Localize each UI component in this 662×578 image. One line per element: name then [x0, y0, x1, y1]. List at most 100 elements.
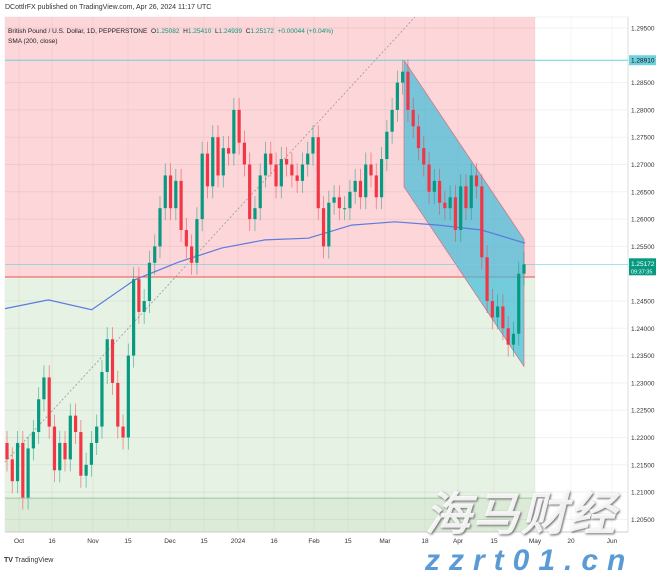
candle-body — [437, 180, 442, 203]
candle-body — [263, 153, 268, 176]
y-tick-label: 1.28500 — [631, 80, 655, 87]
candle — [395, 70, 399, 122]
candle — [374, 163, 378, 210]
candle — [216, 125, 220, 188]
candle — [279, 147, 283, 199]
candle — [5, 430, 9, 472]
candle — [190, 234, 194, 275]
x-tick-label: Jun — [607, 538, 618, 545]
candle — [490, 288, 494, 330]
resistance-label: 1.28910 — [631, 58, 655, 65]
candle-body — [401, 71, 405, 83]
candle — [211, 125, 215, 199]
low-label: L — [214, 28, 219, 35]
candle-body — [79, 432, 83, 476]
close-label: C — [245, 28, 251, 35]
candle — [427, 152, 431, 204]
candle-body — [353, 180, 357, 192]
candle — [332, 185, 336, 215]
candle-body — [153, 246, 157, 263]
candle-body — [15, 442, 20, 482]
candle — [522, 252, 526, 286]
candle — [411, 97, 415, 139]
candle — [274, 152, 278, 199]
candle-body — [411, 109, 415, 127]
candle-body — [316, 137, 320, 209]
candle-body — [174, 180, 178, 209]
candle — [321, 196, 326, 259]
candle-body — [337, 197, 341, 209]
candle — [474, 163, 479, 199]
candle-body — [485, 257, 489, 301]
candle-body — [496, 306, 500, 318]
candle — [200, 141, 204, 232]
candle-body — [390, 109, 394, 132]
candle-body — [184, 230, 188, 247]
chart-legend: British Pound / U.S. Dollar, 1D, PEPPERS… — [8, 27, 333, 47]
candle — [358, 168, 363, 210]
y-tick-label: 1.24500 — [631, 299, 655, 306]
candle — [110, 327, 115, 395]
x-tick-label: Oct — [14, 538, 24, 545]
candle — [21, 430, 25, 510]
open-label: O — [150, 28, 157, 35]
candle — [343, 196, 347, 221]
candle — [168, 163, 173, 221]
candle — [142, 288, 146, 324]
published-note: DCottlrFX published on TradingView.com, … — [5, 4, 212, 11]
candle-body — [358, 180, 363, 198]
candle-body — [216, 137, 220, 176]
sma-legend[interactable]: SMA (200, close) — [8, 38, 58, 45]
candle-body — [63, 442, 67, 460]
x-tick-label: Apr — [453, 538, 464, 545]
x-tick-label: 15 — [490, 538, 498, 545]
candle-body — [37, 399, 41, 433]
candle-body — [242, 142, 246, 165]
candle — [15, 430, 20, 494]
resistance-label-bg — [629, 55, 656, 66]
candle-body — [158, 208, 162, 247]
candle-body — [100, 371, 104, 427]
symbol-name: British Pound / U.S. Dollar, 1D, PEPPERS… — [8, 28, 148, 35]
candle-body — [332, 197, 336, 203]
x-tick-label: Dec — [164, 538, 176, 545]
candle-body — [522, 264, 526, 274]
candle — [205, 141, 210, 199]
candle — [10, 447, 14, 494]
candle-body — [343, 208, 347, 210]
candle — [311, 125, 315, 166]
open-value: 1.25082 — [156, 28, 180, 35]
candle-body — [469, 175, 473, 209]
candle — [158, 196, 162, 259]
x-tick-label: 18 — [421, 538, 429, 545]
candle — [300, 152, 305, 193]
candle — [132, 267, 136, 368]
candle-body — [474, 175, 479, 187]
candle — [126, 343, 130, 450]
green-zone — [5, 276, 535, 532]
candle — [316, 125, 320, 221]
watermark-url: zzrt01.cn — [425, 544, 635, 577]
candle-body — [448, 197, 452, 209]
candle — [147, 250, 152, 314]
candle-body — [205, 153, 210, 187]
candle-body — [311, 137, 315, 154]
y-tick-label: 1.22500 — [631, 408, 655, 415]
candle-body — [321, 208, 326, 247]
candle — [263, 141, 268, 188]
candle-body — [295, 175, 299, 181]
candle — [432, 168, 436, 204]
candle-body — [427, 164, 431, 192]
candle-body — [190, 246, 194, 263]
y-tick-label: 1.23000 — [631, 380, 655, 387]
candle — [306, 141, 310, 177]
candle-body — [31, 432, 35, 449]
tradingview-logo[interactable]: TV TradingView — [4, 557, 54, 564]
x-tick-label: May — [529, 538, 542, 545]
candle-body — [279, 159, 283, 187]
y-tick-label: 1.23500 — [631, 353, 655, 360]
high-value: 1.25410 — [187, 28, 212, 35]
candle — [179, 168, 183, 243]
candle-body — [379, 159, 384, 198]
